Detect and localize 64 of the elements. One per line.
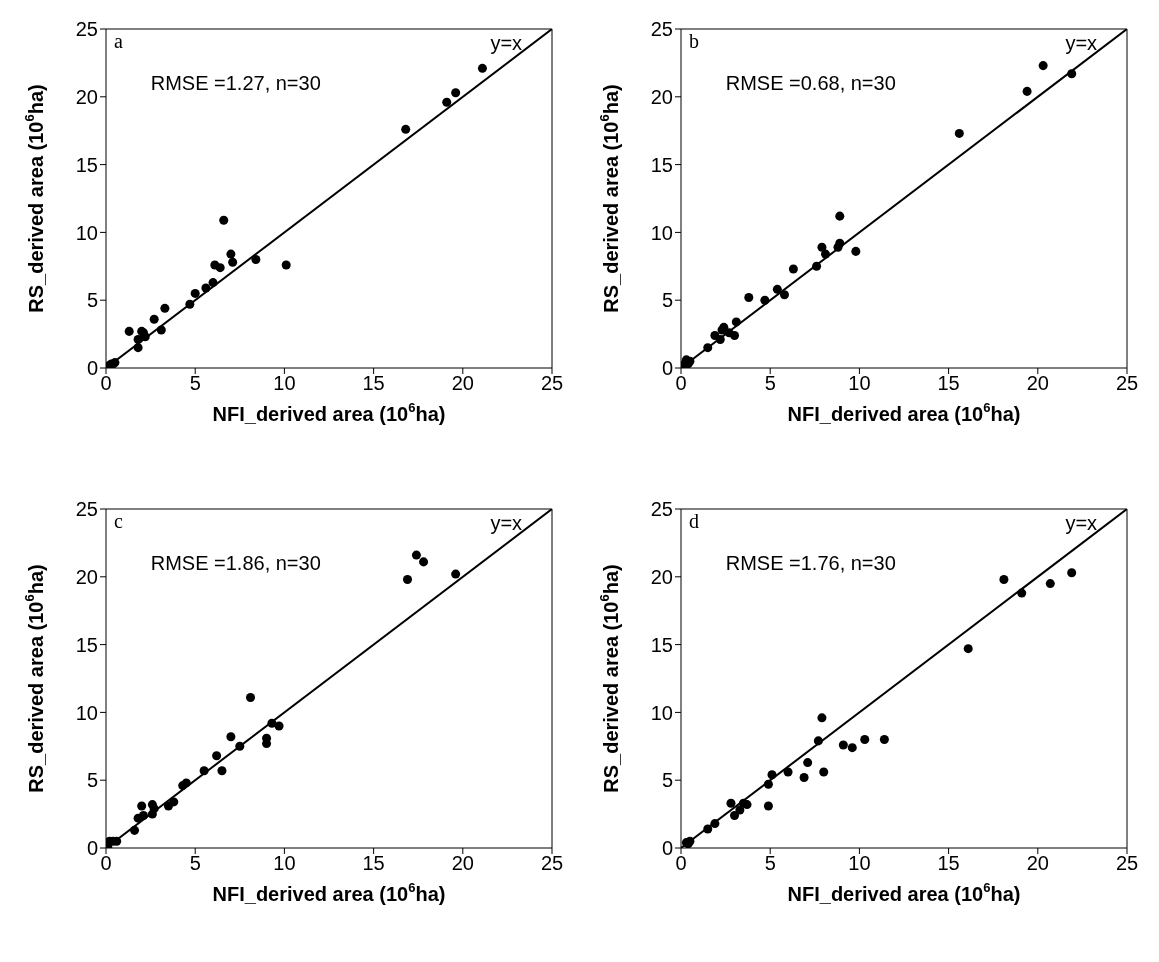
- y-tick-label: 0: [661, 357, 673, 380]
- y-tick-label: 10: [650, 221, 673, 244]
- x-tick-label: 25: [540, 372, 564, 395]
- x-tick-label: 20: [1026, 852, 1049, 875]
- y-tick-label: 5: [661, 289, 673, 312]
- x-tick-label: 5: [189, 372, 201, 395]
- x-tick-label: 0: [675, 372, 687, 395]
- annotation: RMSE =1.86, n=30: [150, 552, 321, 575]
- x-axis-title: NFI_derived area (10$^{6}$ha): [212, 879, 446, 906]
- x-tick-label: 25: [1115, 852, 1139, 875]
- x-tick-label: 5: [764, 372, 776, 395]
- x-tick-label: 25: [1115, 372, 1139, 395]
- x-tick-label: 10: [848, 372, 871, 395]
- series-label: y=x: [1065, 32, 1098, 55]
- series-label: y=x: [490, 32, 523, 55]
- annotation: b: [689, 30, 699, 53]
- annotation: c: [114, 510, 123, 533]
- x-tick-label: 0: [675, 852, 687, 875]
- y-tick-label: 5: [661, 769, 673, 792]
- x-tick-label: 15: [362, 372, 385, 395]
- y-tick-label: 25: [75, 18, 98, 41]
- x-tick-label: 10: [273, 372, 296, 395]
- x-axis-title: NFI_derived area (10$^{6}$ha): [212, 399, 446, 426]
- y-tick-label: 5: [86, 769, 98, 792]
- y-tick-label: 20: [650, 565, 673, 588]
- y-tick-label: 25: [75, 498, 98, 521]
- annotation: RMSE =1.76, n=30: [725, 552, 896, 575]
- x-axis-title: NFI_derived area (10$^{6}$ha): [787, 399, 1021, 426]
- y-tick-label: 15: [650, 153, 673, 176]
- y-tick-label: 20: [650, 85, 673, 108]
- x-tick-label: 5: [189, 852, 201, 875]
- annotation: a: [114, 30, 123, 53]
- y-tick-label: 25: [650, 18, 673, 41]
- y-tick-label: 25: [650, 498, 673, 521]
- y-tick-label: 10: [75, 221, 98, 244]
- x-tick-label: 10: [273, 852, 296, 875]
- y-tick-label: 15: [75, 633, 98, 656]
- annotation: d: [689, 510, 699, 533]
- y-tick-label: 10: [650, 701, 673, 724]
- y-tick-label: 15: [650, 633, 673, 656]
- x-tick-label: 20: [1026, 372, 1049, 395]
- x-axis-title: NFI_derived area (10$^{6}$ha): [787, 879, 1021, 906]
- y-tick-label: 15: [75, 153, 98, 176]
- x-tick-label: 0: [100, 852, 112, 875]
- x-tick-label: 15: [362, 852, 385, 875]
- y-tick-label: 10: [75, 701, 98, 724]
- series-label: y=x: [490, 512, 523, 535]
- series-label: y=x: [1065, 512, 1098, 535]
- y-tick-label: 0: [86, 837, 98, 860]
- x-tick-label: 15: [937, 372, 960, 395]
- x-tick-label: 10: [848, 852, 871, 875]
- x-tick-label: 25: [540, 852, 564, 875]
- y-tick-label: 0: [661, 837, 673, 860]
- x-tick-label: 20: [451, 852, 474, 875]
- annotation: RMSE =0.68, n=30: [725, 72, 896, 95]
- x-tick-label: 5: [764, 852, 776, 875]
- x-tick-label: 0: [100, 372, 112, 395]
- x-tick-label: 15: [937, 852, 960, 875]
- x-tick-label: 20: [451, 372, 474, 395]
- y-tick-label: 0: [86, 357, 98, 380]
- y-tick-label: 20: [75, 85, 98, 108]
- y-tick-label: 20: [75, 565, 98, 588]
- annotation: RMSE =1.27, n=30: [150, 72, 321, 95]
- y-tick-label: 5: [86, 289, 98, 312]
